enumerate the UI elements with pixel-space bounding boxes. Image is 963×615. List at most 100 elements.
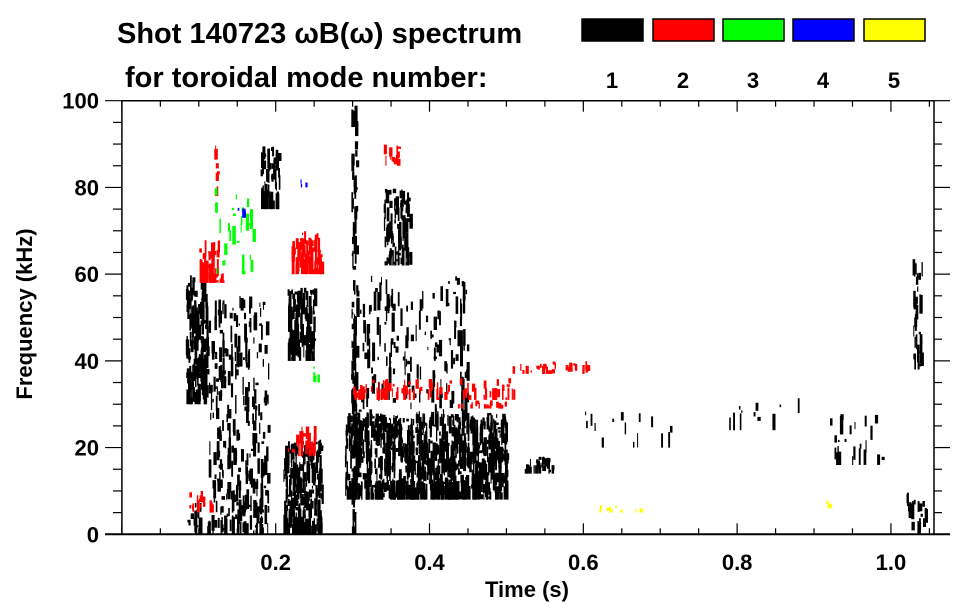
spectrum-mark	[202, 383, 206, 400]
spectrum-mark	[366, 412, 369, 426]
spectrum-mark	[397, 223, 399, 229]
spectrum-mark	[345, 471, 348, 490]
spectrum-mark	[538, 464, 542, 474]
spectrum-mark	[210, 505, 212, 510]
spectrum-mark	[215, 202, 218, 213]
spectrum-mark	[381, 480, 384, 500]
feature-mode-1	[185, 274, 210, 405]
spectrum-mark	[217, 171, 220, 175]
spectrum-mark	[267, 173, 270, 183]
legend-swatch-mode-4	[792, 18, 855, 42]
spectrum-mark	[319, 468, 322, 484]
spectrum-mark	[482, 417, 485, 426]
spectrum-mark	[358, 432, 362, 453]
spectrum-mark	[292, 293, 296, 299]
spectrum-mark	[185, 289, 189, 300]
spectrum-mark	[404, 351, 406, 369]
spectrum-mark	[830, 418, 833, 426]
spectrum-mark	[826, 500, 828, 504]
spectrum-mark	[400, 207, 404, 212]
spectrum-mark	[443, 467, 445, 471]
spectrum-mark	[915, 263, 917, 275]
spectrum-mark	[409, 213, 413, 229]
spectrum-mark	[435, 422, 437, 428]
spectrum-mark	[214, 188, 218, 196]
spectrum-mark	[197, 513, 199, 518]
spectrum-mark	[321, 484, 324, 504]
spectrum-mark	[352, 116, 356, 127]
spectrum-mark	[250, 495, 252, 511]
spectrum-mark	[372, 342, 376, 362]
spectrum-mark	[401, 480, 405, 489]
spectrum-mark	[505, 494, 508, 497]
spectrum-mark	[503, 486, 506, 500]
spectrum-mark	[913, 301, 917, 310]
spectrum-mark	[248, 473, 251, 479]
spectrum-mark	[460, 487, 464, 498]
spectrum-mark	[914, 317, 918, 328]
spectrum-mark	[447, 386, 450, 390]
x-tick-label: 0.6	[568, 550, 599, 575]
spectrum-mark	[467, 392, 470, 403]
spectrum-mark	[398, 440, 402, 457]
spectrum-mark	[203, 320, 207, 324]
spectrum-mark	[433, 469, 435, 484]
spectrum-mark	[264, 183, 268, 203]
spectrum-mark	[238, 323, 240, 326]
spectrum-mark	[240, 219, 242, 233]
spectrum-mark	[460, 474, 464, 484]
spectrum-mark	[497, 427, 501, 430]
spectrum-mark	[447, 493, 449, 500]
spectrum-mark	[203, 371, 206, 374]
spectrum-mark	[316, 233, 319, 240]
y-tick-label: 40	[75, 349, 99, 374]
spectrum-mark	[241, 449, 244, 462]
spectrum-mark	[352, 341, 355, 348]
spectrum-mark	[291, 330, 295, 342]
spectrum-mark	[235, 194, 237, 200]
spectrum-mark	[196, 371, 199, 376]
spectrum-mark	[189, 492, 192, 498]
x-tick-label: 0.2	[260, 550, 291, 575]
spectrum-mark	[481, 458, 485, 475]
spectrum-mark	[864, 415, 867, 427]
spectrum-mark	[199, 498, 201, 502]
spectrum-mark	[287, 466, 290, 469]
spectrum-mark	[261, 476, 264, 497]
spectrum-mark	[293, 442, 298, 451]
spectrum-mark	[308, 239, 313, 253]
spectrum-mark	[392, 238, 394, 248]
spectrum-mark	[284, 459, 288, 477]
spectrum-mark	[436, 483, 440, 500]
spectrum-mark	[311, 331, 315, 347]
spectrum-mark	[426, 389, 429, 394]
spectrum-mark	[201, 291, 205, 307]
spectrum-mark	[380, 439, 382, 448]
spectrum-mark	[295, 238, 299, 249]
spectrum-mark	[376, 430, 379, 446]
spectrum-mark	[262, 146, 266, 160]
spectrum-mark	[739, 413, 742, 431]
spectrum-mark	[554, 362, 556, 369]
spectrum-mark	[411, 385, 415, 393]
spectrum-mark	[246, 453, 249, 466]
spectrum-mark	[408, 197, 411, 202]
spectrum-mark	[378, 484, 380, 492]
spectrum-mark	[490, 464, 494, 480]
spectrum-mark	[741, 410, 743, 413]
spectrum-mark	[203, 496, 206, 507]
spectrum-mark	[211, 347, 215, 360]
spectrum-mark	[352, 222, 355, 231]
spectrum-mark	[298, 242, 300, 256]
spectrum-mark	[220, 520, 223, 529]
spectrum-mark	[217, 309, 219, 316]
spectrum-mark	[267, 394, 269, 405]
spectrum-mark	[397, 146, 401, 149]
spectrum-mark	[225, 518, 228, 535]
spectrum-mark	[314, 498, 317, 516]
spectrum-mark	[319, 449, 322, 453]
spectrum-mark	[380, 420, 383, 433]
spectrum-mark	[300, 494, 304, 503]
spectrum-mark	[312, 289, 316, 295]
spectrum-mark	[291, 498, 295, 513]
